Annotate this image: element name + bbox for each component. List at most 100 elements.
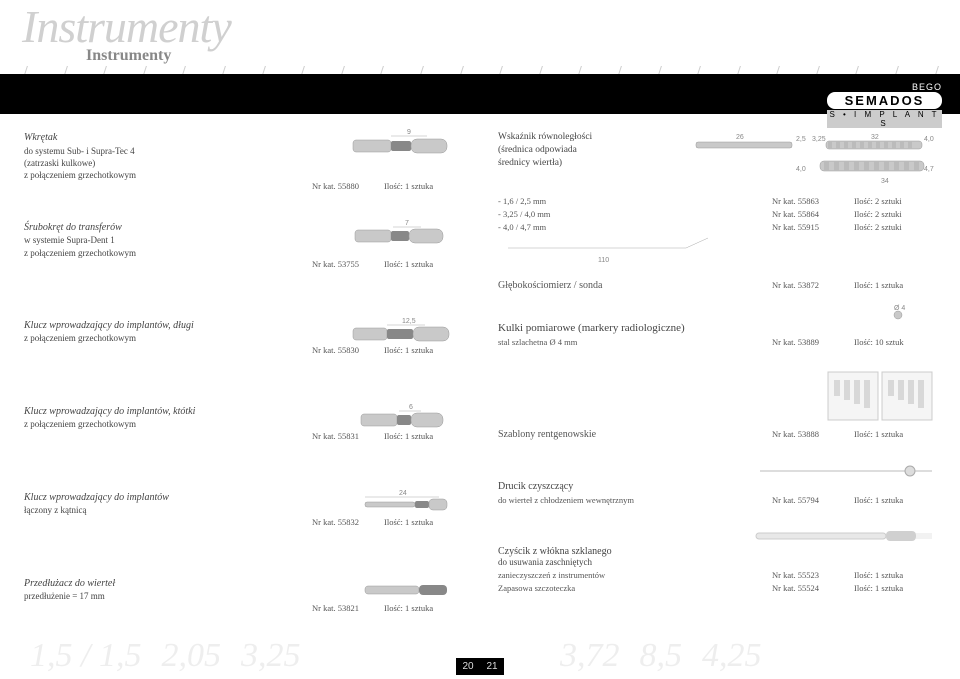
cat-number: Nr kat. 55880 — [312, 181, 384, 191]
cat-number: Nr kat. 55832 — [312, 517, 384, 527]
cat-number: Nr kat. 55523 — [772, 570, 854, 580]
cat-number: Nr kat. 55524 — [772, 583, 854, 593]
page-number-left: 20 — [456, 658, 480, 675]
dim-label: 26 — [736, 134, 744, 141]
item-image: 7 — [342, 221, 462, 247]
item-line: Klucz wprowadzający do implantów, któtki — [24, 405, 342, 419]
left-column: 1,5 / 1,5 2,05 3,25 Wkrętak do systemu S… — [0, 125, 480, 679]
qty-label: Ilość: 10 sztuk — [854, 337, 936, 347]
cat-number: Nr kat. 55863 — [772, 196, 854, 206]
item-desc: Klucz wprowadzający do implantów, któtki… — [24, 405, 342, 431]
dim-label: 3,25 — [812, 136, 826, 143]
qty-label: Ilość: 1 sztuka — [384, 517, 462, 527]
probe-diagram: 110 — [498, 236, 936, 266]
wire-diagram — [498, 463, 936, 481]
item-image: 6 — [342, 405, 462, 431]
item-image — [342, 577, 462, 603]
item-sub: stal szlachetna Ø 4 mm — [498, 337, 772, 347]
dim-label: 9 — [407, 129, 411, 136]
spec-row: - 1,6 / 2,5 mm Nr kat. 55863 Ilość: 2 sz… — [498, 196, 936, 206]
qty-label: Ilość: 2 sztuki — [854, 196, 936, 206]
item-line: do systemu Sub- i Supra-Tec 4 — [24, 145, 342, 157]
ghost-num: 4,25 — [702, 637, 762, 675]
cat-number: Nr kat. 55831 — [312, 431, 384, 441]
qty-label: Ilość: 1 sztuka — [854, 570, 936, 580]
cat-number: Nr kat. 53755 — [312, 259, 384, 269]
item-desc: Przedłużacz do wierteł przedłużenie = 17… — [24, 577, 342, 603]
catalog-row: Ø 4 Kulki pomiarowe (markery radiologicz… — [498, 302, 936, 347]
dim-label: 34 — [881, 178, 889, 185]
dim-label: 2,5 — [796, 136, 806, 143]
catalog-row: Wkrętak do systemu Sub- i Supra-Tec 4 (z… — [24, 131, 462, 181]
item-title: Głębokościomierz / sonda — [498, 280, 772, 291]
brand-mid: SEMADOS — [827, 92, 942, 109]
indicator-header: Wskaźnik równoległości (średnica odpowia… — [498, 131, 936, 187]
cat-number: Nr kat. 55864 — [772, 209, 854, 219]
item-title: Zapasowa szczoteczka — [498, 583, 772, 593]
spec-label: - 1,6 / 2,5 mm — [498, 196, 772, 206]
catalog-row: Klucz wprowadzający do implantów, któtki… — [24, 405, 462, 431]
header-title: Instrumenty — [0, 0, 960, 53]
brand-logo: BEGO SEMADOS S • I M P L A N T S — [827, 82, 942, 128]
xray-template-image — [498, 370, 936, 426]
dim-label: Ø 4 — [894, 305, 905, 312]
qty-label: Ilość: 2 sztuki — [854, 209, 936, 219]
dim-label: 7 — [405, 220, 409, 227]
item-desc: Wskaźnik równoległości (średnica odpowia… — [498, 131, 676, 169]
item-title: Czyścik z włókna szklanego — [498, 546, 936, 557]
brand-top: BEGO — [827, 82, 942, 92]
item-line: Klucz wprowadzający do implantów, długi — [24, 319, 342, 333]
ghost-num: 8,5 — [640, 637, 683, 675]
qty-label: Ilość: 1 sztuka — [384, 181, 462, 191]
qty-label: Ilość: 1 sztuka — [384, 431, 462, 441]
item-line: z połączeniem grzechotkowym — [24, 418, 342, 430]
cat-number: Nr kat. 53821 — [312, 603, 384, 613]
item-line: do usuwania zaschniętych — [498, 557, 936, 567]
item-line: z połączeniem grzechotkowym — [24, 247, 342, 259]
item-image: 24 — [342, 491, 462, 517]
catalog-row: Czyścik z włókna szklanego do usuwania z… — [498, 546, 936, 580]
dim-label: 6 — [409, 404, 413, 411]
item-title: Kulki pomiarowe (markery radiologiczne) — [498, 322, 936, 334]
qty-label: Ilość: 1 sztuka — [854, 495, 936, 505]
ghost-num: 3,72 — [560, 637, 620, 675]
qty-label: Ilość: 1 sztuka — [384, 259, 462, 269]
item-line: Klucz wprowadzający do implantów — [24, 491, 342, 505]
item-line: (zatrzaski kulkowe) — [24, 157, 342, 169]
catalog-row: Zapasowa szczoteczka Nr kat. 55524 Ilość… — [498, 583, 936, 593]
cat-number: Nr kat. 55830 — [312, 345, 384, 355]
spec-label: - 3,25 / 4,0 mm — [498, 209, 772, 219]
item-line: łączony z kątnicą — [24, 504, 342, 516]
cat-number: Nr kat. 53889 — [772, 337, 854, 347]
ghost-num: 2,05 — [161, 637, 221, 675]
cat-number: Nr kat. 53872 — [772, 280, 854, 291]
page-header: Instrumenty Instrumenty BEGO SEMADOS S •… — [0, 0, 960, 125]
page-body: 1,5 / 1,5 2,05 3,25 Wkrętak do systemu S… — [0, 125, 960, 679]
qty-label: Ilość: 1 sztuka — [384, 603, 462, 613]
cat-number: Nr kat. 55794 — [772, 495, 854, 505]
dim-label: 110 — [598, 257, 609, 264]
right-column: 3,72 8,5 4,25 Wskaźnik równoległości (śr… — [480, 125, 960, 679]
qty-label: Ilość: 1 sztuka — [384, 345, 462, 355]
item-title: Drucik czyszczący — [498, 481, 936, 492]
catalog-row: Szablony rentgenowskie Nr kat. 53888 Ilo… — [498, 429, 936, 440]
spec-label: - 4,0 / 4,7 mm — [498, 222, 772, 232]
dim-label: 4,0 — [796, 166, 806, 173]
header-black-bar — [0, 74, 960, 114]
item-line: z połączeniem grzechotkowym — [24, 169, 342, 181]
catalog-row: Śrubokręt do transferów w systemie Supra… — [24, 221, 462, 259]
header-subtitle: Instrumenty — [0, 47, 960, 65]
catalog-meta: Nr kat. 53755 Ilość: 1 sztuka — [24, 259, 462, 269]
qty-label: Ilość: 1 sztuka — [854, 583, 936, 593]
item-sub: do wierteł z chłodzeniem wewnętrznym — [498, 495, 772, 505]
item-line: Śrubokręt do transferów — [24, 221, 342, 235]
item-title: Szablony rentgenowskie — [498, 429, 772, 440]
qty-label: Ilość: 2 sztuki — [854, 222, 936, 232]
item-sub: zanieczyszczeń z instrumentów — [498, 570, 772, 580]
catalog-meta: Nr kat. 53821 Ilość: 1 sztuka — [24, 603, 462, 613]
qty-label: Ilość: 1 sztuka — [854, 280, 936, 291]
catalog-meta: Nr kat. 55880 Ilość: 1 sztuka — [24, 181, 462, 191]
item-line: średnicy wiertła) — [498, 157, 676, 170]
item-image: 12,5 — [342, 319, 462, 345]
item-desc: Śrubokręt do transferów w systemie Supra… — [24, 221, 342, 259]
